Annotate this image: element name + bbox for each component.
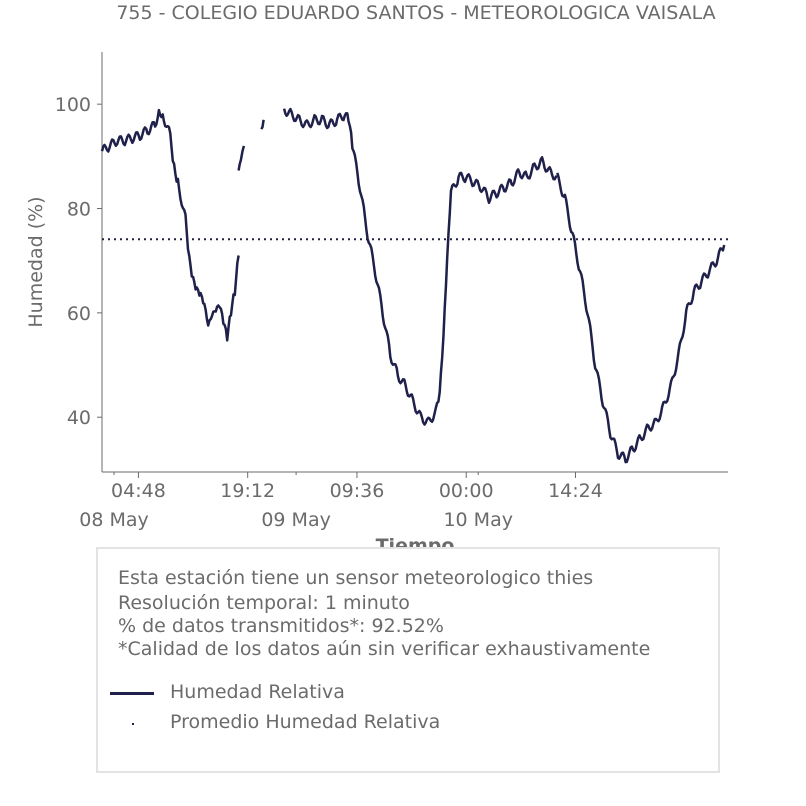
x-tick-label: 00:00 [439, 480, 494, 502]
humidity-series-segment [260, 119, 265, 130]
humidity-chart: 40 60 80 100 04:48 19:12 09:36 00:00 14:24 08 May… [25, 52, 728, 557]
y-axis-label: Humedad (%) [25, 196, 47, 327]
info-line-transmitted: % de datos transmitidos*: 92.52% [118, 615, 444, 637]
info-line-sensor: Esta estación tiene un sensor meteorolog… [118, 567, 594, 589]
legend-label-humidity: Humedad Relativa [170, 681, 345, 703]
humidity-series-segment [282, 107, 558, 426]
info-line-resolution: Resolución temporal: 1 minuto [118, 592, 410, 614]
legend-label-mean: Promedio Humedad Relativa [170, 711, 441, 733]
chart-axes: 40 60 80 100 04:48 19:12 09:36 00:00 14:24 08 May… [55, 52, 728, 531]
humidity-series-segment [556, 172, 726, 464]
x-tick-label: 04:48 [111, 480, 166, 502]
date-label: 08 May [79, 509, 149, 531]
humidity-series-segment [237, 145, 246, 171]
info-line-quality: *Calidad de los datos aún sin verificar … [118, 638, 651, 660]
y-tick-label: 60 [67, 303, 91, 325]
legend-line-swatch [110, 692, 154, 695]
y-tick-label: 40 [67, 407, 91, 429]
legend-dot-swatch [132, 723, 134, 725]
info-box: Esta estación tiene un sensor meteorolog… [96, 547, 720, 773]
x-tick-label: 09:36 [330, 480, 385, 502]
chart-title: 755 - COLEGIO EDUARDO SANTOS - METEOROLO… [116, 2, 716, 24]
y-tick-label: 100 [55, 94, 91, 116]
humidity-series-segment [100, 108, 240, 342]
date-label: 10 May [443, 509, 513, 531]
x-tick-label: 14:24 [548, 480, 603, 502]
plot-area [100, 107, 728, 464]
date-label: 09 May [261, 509, 331, 531]
x-tick-label: 19:12 [220, 480, 275, 502]
y-tick-label: 80 [67, 199, 91, 221]
